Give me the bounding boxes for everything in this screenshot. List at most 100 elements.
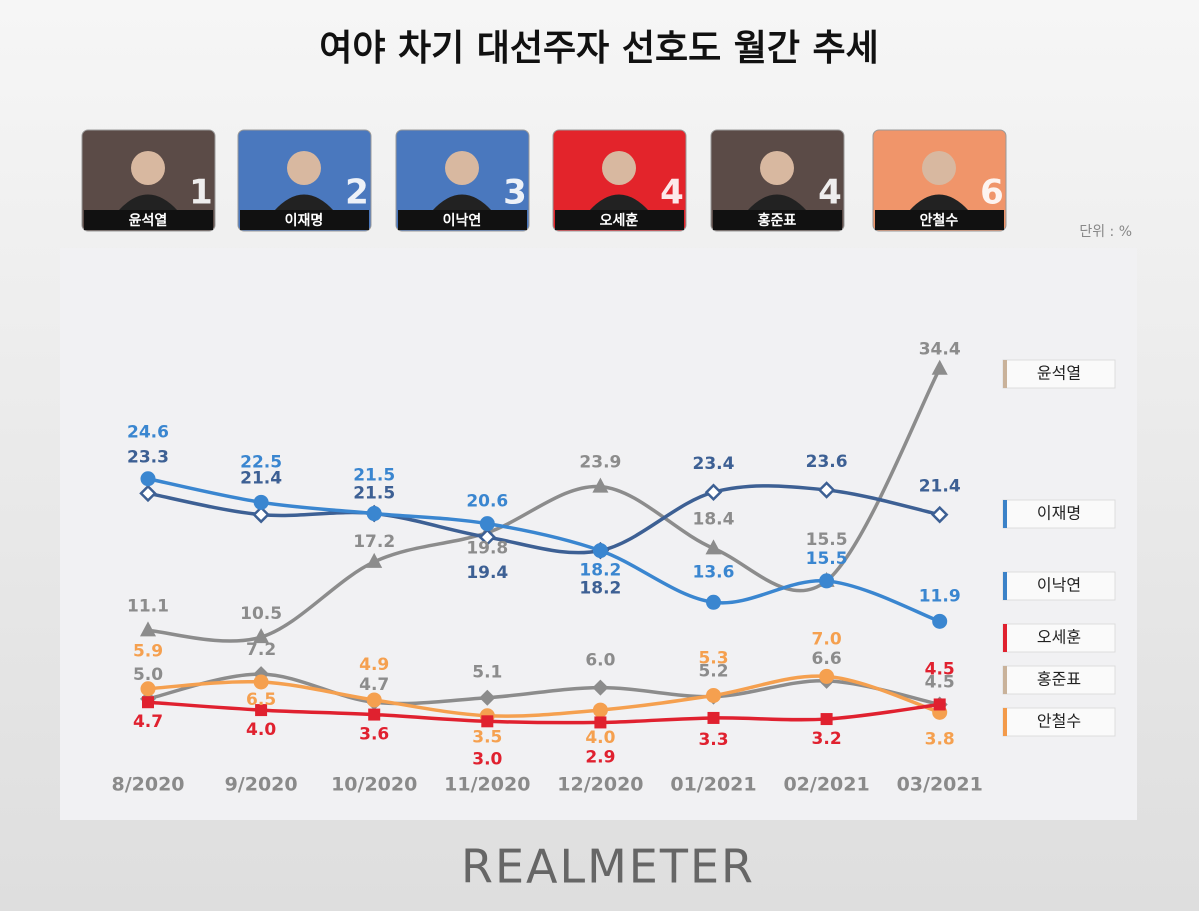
legend-label: 이재명: [1037, 504, 1081, 523]
marker: [594, 716, 607, 729]
legend-swatch: [1003, 360, 1007, 388]
marker: [479, 516, 495, 532]
marker: [817, 481, 836, 499]
data-label: 4.0: [585, 728, 615, 748]
legend-swatch: [1003, 500, 1007, 528]
x-tick-label: 03/2021: [897, 774, 983, 796]
legend-item: 홍준표: [1002, 665, 1116, 695]
legend-item: 안철수: [1002, 707, 1116, 737]
legend-label: 윤석열: [1037, 364, 1081, 383]
photo-body: [589, 194, 649, 211]
marker: [366, 552, 383, 568]
marker: [140, 681, 156, 697]
marker: [139, 484, 157, 503]
marker: [368, 708, 381, 721]
candidate-rank: 4: [660, 173, 684, 213]
marker: [706, 687, 721, 703]
data-label: 23.6: [806, 452, 848, 472]
marker: [140, 621, 156, 637]
marker: [478, 528, 497, 546]
photo-head: [602, 151, 636, 185]
marker: [932, 613, 948, 629]
data-label: 4.9: [359, 655, 389, 675]
legend-label: 이낙연: [1037, 576, 1081, 595]
name-bar: [398, 210, 527, 230]
unit-label: 단위 : %: [1079, 224, 1132, 240]
candidate-rank: 6: [980, 173, 1004, 213]
marker: [819, 573, 835, 589]
legend-box: [1002, 359, 1116, 389]
legend-label: 오세훈: [1037, 628, 1081, 647]
name-bar: [875, 210, 1004, 230]
x-tick-label: 02/2021: [783, 774, 869, 796]
data-label: 24.6: [127, 423, 169, 443]
marker: [705, 539, 722, 555]
data-label: 4.5: [925, 672, 955, 692]
marker: [253, 494, 269, 510]
data-label: 3.8: [925, 729, 955, 749]
marker: [142, 696, 154, 709]
photo-body: [118, 194, 178, 211]
data-label: 6.0: [585, 651, 615, 671]
data-label: 18.4: [693, 509, 735, 529]
data-label: 3.6: [359, 725, 389, 745]
marker: [819, 668, 835, 684]
marker: [140, 471, 156, 487]
data-label: 4.7: [359, 675, 389, 695]
data-label: 5.1: [472, 663, 502, 683]
candidate-card: 이낙연 3: [395, 129, 530, 232]
data-label: 10.5: [240, 604, 282, 624]
marker: [479, 689, 496, 706]
data-label: 11.1: [127, 596, 169, 616]
data-label: 23.3: [127, 447, 169, 467]
data-label: 5.0: [133, 665, 163, 685]
series: [140, 471, 948, 629]
candidate-card: 홍준표 4: [710, 129, 845, 232]
data-label: 23.4: [693, 454, 735, 474]
legend-swatch: [1003, 666, 1007, 694]
marker: [252, 505, 270, 524]
candidate-rank: 3: [503, 173, 527, 213]
marker: [592, 543, 608, 559]
marker: [592, 702, 608, 718]
data-label: 21.5: [353, 466, 395, 486]
data-label: 3.2: [812, 729, 842, 749]
marker: [930, 505, 949, 524]
plot: 8/2020 9/2020 10/2020 11/2020 12/2020 01/2021…: [111, 340, 982, 796]
data-label: 3.5: [472, 728, 502, 748]
photo-body: [747, 194, 807, 211]
legend-swatch: [1003, 708, 1007, 736]
name-bar: [240, 210, 369, 230]
marker: [255, 704, 268, 717]
candidate-rank: 1: [189, 173, 213, 213]
name-bar: [713, 210, 842, 230]
candidate-card: 윤석열 1: [81, 129, 216, 232]
marker: [481, 715, 494, 728]
candidate-card: 이재명 2: [237, 129, 372, 232]
candidate-card: 오세훈 4: [552, 129, 687, 232]
data-label: 4.0: [246, 720, 276, 740]
candidate-name: 홍준표: [758, 212, 797, 229]
x-tick-label: 9/2020: [225, 774, 298, 796]
x-tick-label: 11/2020: [444, 774, 530, 796]
x-tick-label: 12/2020: [557, 774, 643, 796]
data-label: 19.8: [466, 539, 508, 559]
marker: [253, 674, 269, 690]
data-label: 21.4: [919, 477, 961, 497]
marker: [706, 594, 721, 610]
legend-box: [1002, 665, 1116, 695]
data-label: 34.4: [919, 340, 961, 360]
marker: [707, 711, 720, 724]
data-label: 18.2: [579, 561, 621, 581]
data-label: 6.6: [812, 649, 842, 669]
marker: [366, 692, 382, 708]
data-label: 2.9: [585, 747, 615, 767]
photo-head: [287, 151, 321, 185]
legend-box: [1002, 499, 1116, 529]
legend-swatch: [1003, 624, 1007, 652]
x-tick-label: 8/2020: [111, 774, 184, 796]
marker: [704, 483, 723, 501]
footer-logo: REALMETER: [461, 840, 755, 894]
legend-label: 안철수: [1037, 712, 1081, 731]
